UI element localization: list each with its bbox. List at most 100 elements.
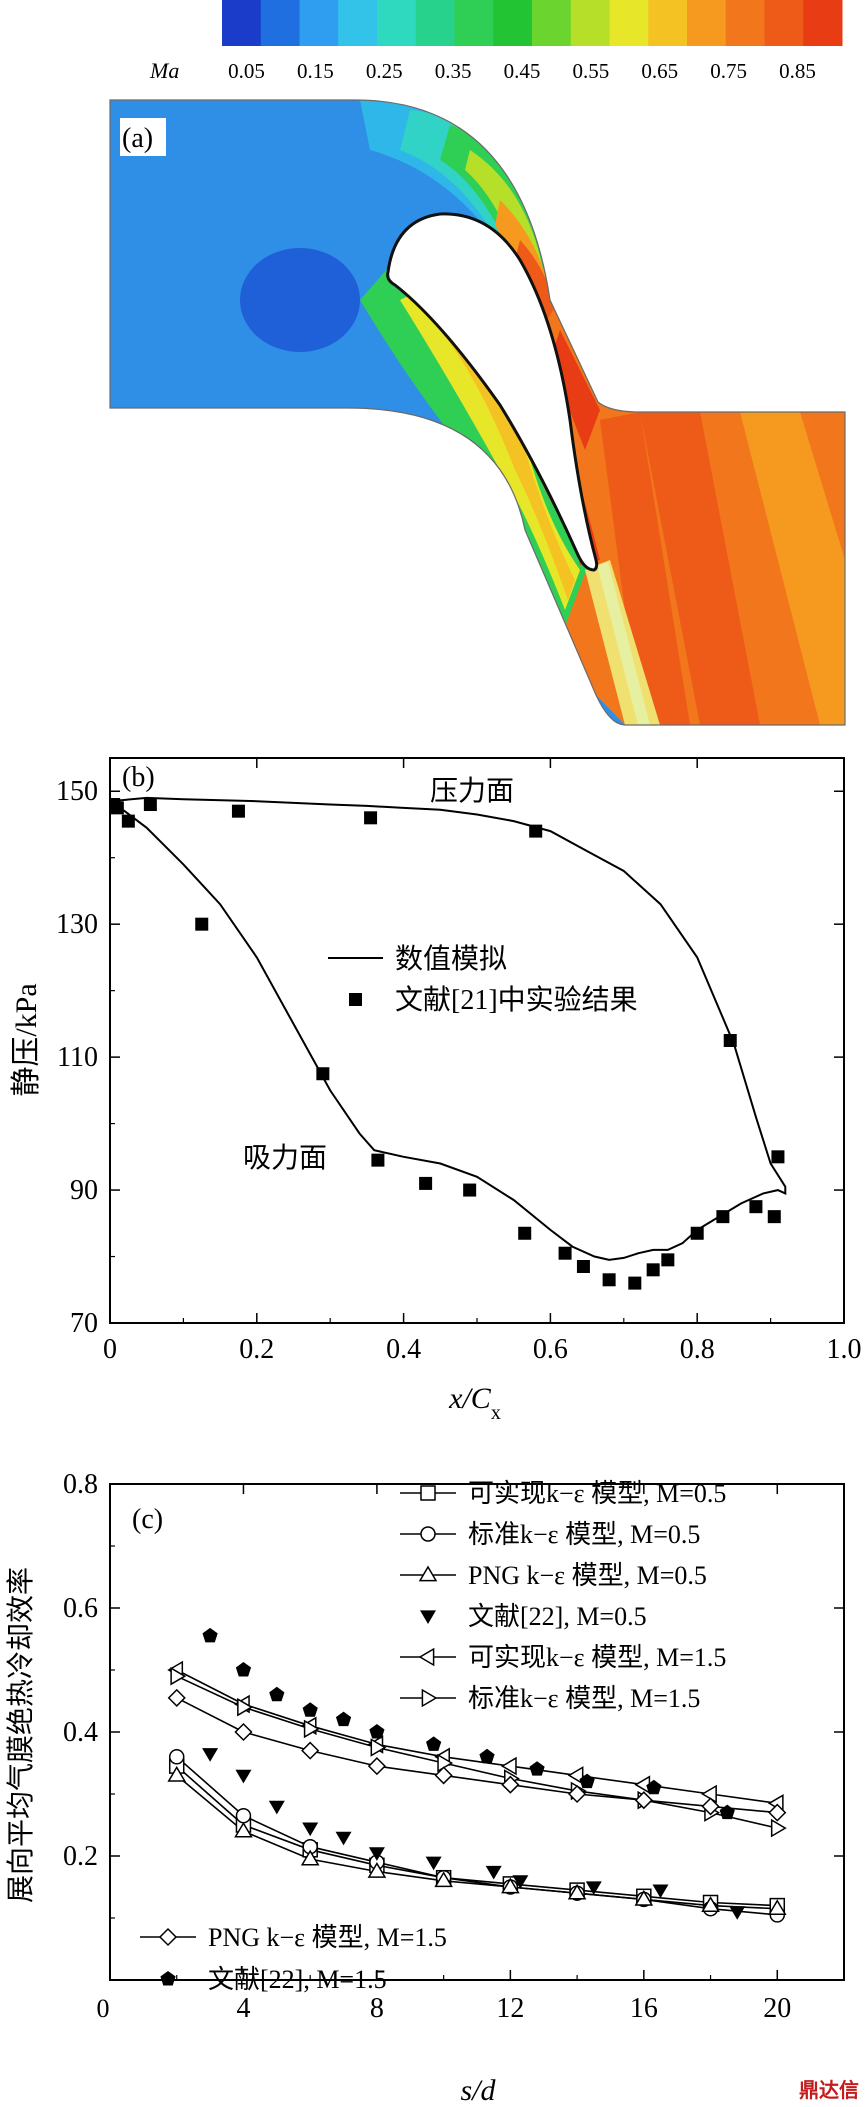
series-7-point bbox=[202, 1627, 218, 1643]
plot-c-ylabel: 展向平均气膜绝热冷却效率 bbox=[5, 1567, 37, 1903]
series-line-0 bbox=[176, 1765, 778, 1907]
series-6-point bbox=[701, 1797, 720, 1816]
series-5-point bbox=[770, 1818, 787, 1838]
series-3-point bbox=[425, 1856, 442, 1871]
y-tick-label: 70 bbox=[70, 1308, 98, 1339]
y-tick-label: 0.4 bbox=[63, 1717, 98, 1748]
colorbar-tick-label: 0.45 bbox=[504, 59, 541, 83]
panel-b-label: (b) bbox=[122, 762, 155, 793]
series-2-point bbox=[434, 1871, 453, 1888]
series-2-point bbox=[634, 1889, 654, 1906]
experiment-point bbox=[558, 1246, 572, 1260]
series-2-point bbox=[701, 1896, 720, 1912]
experiment-point bbox=[576, 1260, 590, 1273]
legend-label-0: 可实现k−ε 模型, M=0.5 bbox=[468, 1479, 726, 1508]
experiment-point bbox=[419, 1176, 433, 1190]
panel-c: 4 8 12 16 20 0.2 0.4 0.6 0.8 (c) 可实现k−ε 模型, M=0.… bbox=[5, 1469, 845, 2107]
colorbar-swatch bbox=[609, 0, 649, 46]
series-2-point bbox=[501, 1877, 520, 1894]
domain-outline bbox=[109, 99, 846, 726]
series-5-point bbox=[170, 1666, 187, 1686]
series-3-point bbox=[652, 1884, 669, 1899]
x-tick-label: 0.8 bbox=[680, 1334, 715, 1365]
legend-marker bbox=[420, 1526, 436, 1542]
series-6-point bbox=[367, 1757, 386, 1776]
series-line-1 bbox=[176, 1756, 778, 1916]
experiment-point bbox=[767, 1210, 781, 1224]
colorbar-tick-label: 0.65 bbox=[641, 59, 678, 83]
experiment-point bbox=[749, 1200, 763, 1214]
colorbar-swatch bbox=[415, 0, 455, 46]
experiment-point bbox=[646, 1263, 660, 1277]
legend-marker bbox=[160, 1971, 176, 1986]
colorbar-swatch bbox=[687, 0, 727, 46]
plot-c-xlabel: s/d bbox=[460, 2074, 496, 2107]
legend-label-6: PNG k−ε 模型, M=1.5 bbox=[208, 1923, 447, 1952]
y-tick-label: 0.6 bbox=[63, 1593, 98, 1624]
turbine-blade bbox=[386, 212, 599, 572]
series-line-6 bbox=[176, 1697, 778, 1814]
y-tick-label: 0.8 bbox=[63, 1469, 98, 1500]
mach-contour-field bbox=[110, 100, 845, 725]
panel-a-label: (a) bbox=[122, 123, 153, 154]
series-5-point bbox=[370, 1738, 387, 1757]
x-tick-label: 0 bbox=[103, 1334, 117, 1365]
experiment-point bbox=[463, 1183, 477, 1197]
colorbar-swatch bbox=[725, 0, 765, 46]
plot-b-axes: 0 0.2 0.4 0.6 0.8 1.0 70 90 110 130 150 bbox=[56, 758, 862, 1365]
series-line-5 bbox=[176, 1675, 778, 1829]
series-1-point bbox=[235, 1807, 252, 1824]
colorbar-swatch bbox=[803, 0, 843, 46]
series-3-point bbox=[729, 1906, 746, 1920]
series-7-point bbox=[479, 1748, 495, 1764]
colorbar-tick-label: 0.35 bbox=[435, 59, 472, 83]
y-tick-label: 110 bbox=[57, 1042, 98, 1073]
colorbar-tick-label: 0.55 bbox=[573, 59, 610, 83]
plot-b-xlabel: x/Cx bbox=[448, 1382, 501, 1424]
colorbar-tick-label: 0.15 bbox=[297, 59, 334, 83]
legend-label-5: 标准k−ε 模型, M=1.5 bbox=[468, 1684, 700, 1713]
series-3-point bbox=[368, 1847, 385, 1861]
series-2-point bbox=[367, 1862, 387, 1878]
plot-c-frame bbox=[109, 1483, 845, 1981]
series-3-point bbox=[512, 1875, 529, 1889]
series-6-point bbox=[768, 1803, 787, 1822]
experiment-point bbox=[771, 1150, 785, 1164]
series-1-point bbox=[168, 1749, 185, 1765]
panel-a-label-box bbox=[120, 118, 166, 156]
legend-label-4: 可实现k−ε 模型, M=1.5 bbox=[468, 1643, 726, 1672]
legend-marker bbox=[418, 1565, 438, 1582]
series-line-4 bbox=[176, 1669, 778, 1805]
colorbar-swatch bbox=[570, 0, 610, 46]
series-3-point bbox=[202, 1748, 219, 1762]
plot-b-ylabel: 静压/kPa bbox=[10, 983, 43, 1096]
legend-marker bbox=[421, 1688, 438, 1708]
panel-a: Ma 0.05 0.15 0.25 0.35 0.45 0.55 0.65 0.75 0.85 bbox=[109, 0, 846, 726]
x-tick-label: 20 bbox=[763, 1993, 791, 2024]
y-tick-label: 90 bbox=[70, 1175, 98, 1206]
experiment-point bbox=[364, 811, 378, 825]
colorbar-swatch bbox=[222, 0, 262, 46]
legend-marker bbox=[158, 1927, 178, 1947]
series-6-point bbox=[167, 1688, 186, 1707]
plot-c-series bbox=[167, 1627, 787, 1923]
series-5-point bbox=[437, 1753, 454, 1773]
series-7-point bbox=[529, 1761, 545, 1776]
series-3-point bbox=[302, 1822, 319, 1837]
experiment-point bbox=[690, 1226, 704, 1240]
experiment-point bbox=[231, 804, 245, 818]
series-5-point bbox=[237, 1697, 253, 1717]
colorbar-tick-label: 0.75 bbox=[710, 59, 747, 83]
series-7-point bbox=[269, 1686, 285, 1702]
colorbar-swatch bbox=[648, 0, 688, 46]
numerical-simulation-line bbox=[110, 796, 787, 1261]
plot-c-origin-label: 0 bbox=[97, 1994, 110, 2023]
series-5-point bbox=[303, 1719, 320, 1739]
colorbar-tick-label: 0.85 bbox=[779, 59, 816, 83]
series-6-point bbox=[568, 1784, 587, 1804]
plot-b-series bbox=[110, 796, 787, 1290]
experiment-point bbox=[661, 1253, 675, 1267]
series-line-2 bbox=[176, 1774, 778, 1910]
series-3-point bbox=[235, 1769, 252, 1784]
